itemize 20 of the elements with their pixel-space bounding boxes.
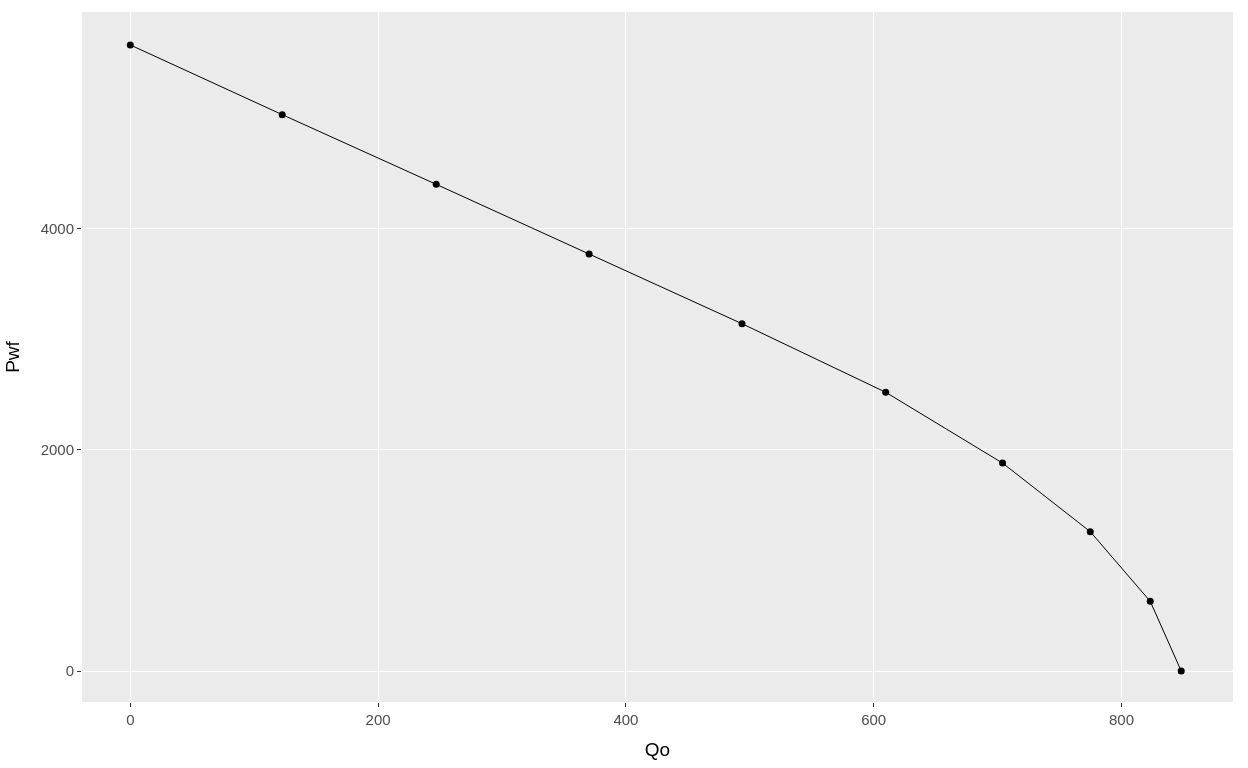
point [999, 459, 1007, 467]
x-tick-label: 800 [1108, 711, 1135, 728]
point [278, 111, 286, 119]
x-axis-title: Qo [644, 738, 671, 760]
x-tick-label: 600 [861, 711, 887, 728]
point [882, 388, 890, 396]
x-tick-label: 400 [613, 711, 639, 728]
point [432, 180, 440, 188]
x-tick-label: 200 [365, 711, 391, 728]
point [738, 320, 746, 328]
y-tick-label: 0 [65, 662, 74, 680]
point [1086, 528, 1094, 536]
y-tick-label: 4000 [40, 219, 74, 237]
y-tick-label: 2000 [40, 441, 74, 459]
y-axis-title: Pwf [2, 340, 24, 373]
point [1177, 667, 1185, 675]
point [1146, 597, 1154, 605]
x-tick-label: 0 [126, 711, 135, 728]
point [126, 41, 134, 49]
point [585, 250, 593, 258]
